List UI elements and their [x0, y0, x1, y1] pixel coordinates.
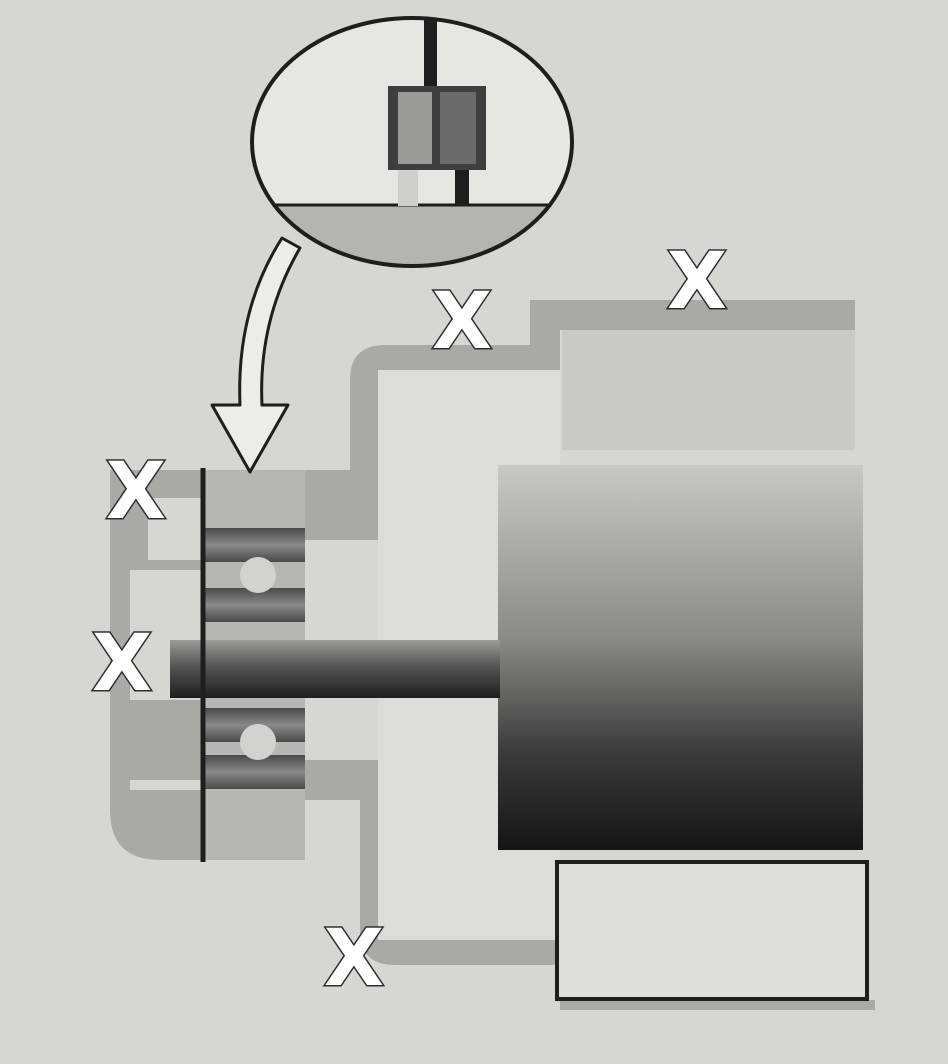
- shaft: [170, 640, 500, 698]
- x-marker: X: [106, 447, 166, 537]
- x-marker: X: [324, 914, 384, 1004]
- lower-bearing: [203, 708, 305, 789]
- top-cover-plate: [562, 330, 855, 450]
- rotor-block: [498, 465, 863, 850]
- x-marker: X: [667, 237, 727, 327]
- upper-bearing: [203, 528, 305, 622]
- curved-arrow-icon: [210, 236, 302, 474]
- x-marker: X: [92, 619, 152, 709]
- bottom-cover-plate: [555, 860, 869, 1001]
- x-marker: X: [432, 277, 492, 367]
